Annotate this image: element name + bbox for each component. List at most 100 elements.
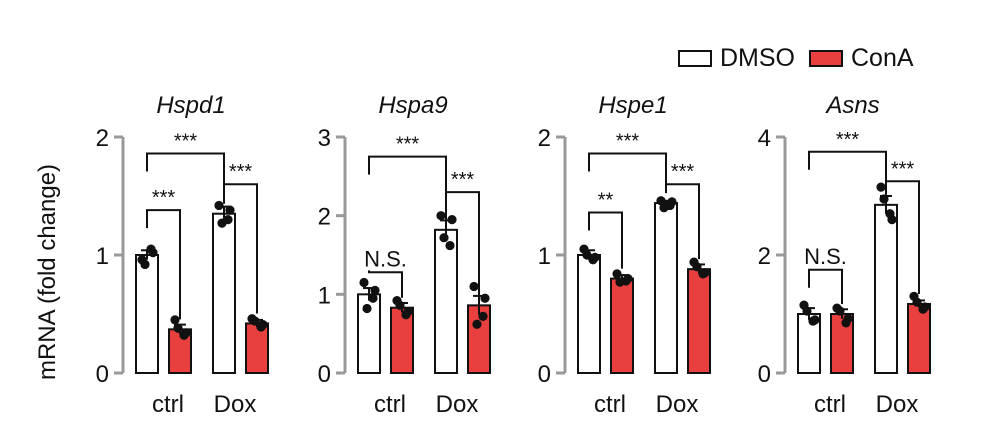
significance-label: ***: [152, 187, 176, 209]
data-point: [225, 205, 235, 215]
y-tick-label: 0: [318, 361, 331, 388]
data-point: [181, 328, 191, 338]
legend-swatch-cona: [809, 49, 843, 67]
data-point: [439, 233, 449, 243]
legend-label-dmso: DMSO: [720, 43, 795, 72]
significance-bracket: [368, 270, 403, 298]
y-tick-label: 2: [96, 125, 109, 152]
data-point: [478, 311, 488, 321]
data-point: [170, 315, 180, 325]
data-point: [659, 203, 669, 213]
significance-label: N.S.: [364, 246, 407, 271]
significance-bracket: [588, 211, 623, 269]
x-tick-label-dox: Dox: [656, 391, 699, 418]
data-point: [214, 200, 224, 211]
data-point: [667, 197, 677, 207]
legend: DMSO ConA: [678, 44, 928, 72]
significance-bracket: [808, 150, 887, 195]
data-point: [436, 211, 446, 221]
data-point: [368, 293, 378, 303]
data-point: [843, 314, 853, 324]
significance-bracket: [146, 152, 225, 204]
x-tick-label-dox: Dox: [876, 391, 919, 418]
x-tick-label-ctrl: ctrl: [594, 391, 626, 418]
x-tick-label-dox: Dox: [214, 391, 257, 418]
significance-label: ***: [891, 158, 915, 180]
x-tick-label-dox: Dox: [436, 391, 479, 418]
legend-item-cona: ConA: [809, 44, 914, 73]
y-tick-label: 1: [318, 282, 331, 309]
data-point: [480, 293, 490, 303]
data-point: [887, 215, 897, 225]
data-point: [656, 196, 666, 206]
bar-cona-dox: [245, 322, 269, 375]
panel-title: Hspa9: [378, 92, 447, 119]
x-tick-label-ctrl: ctrl: [814, 391, 846, 418]
significance-label: ***: [616, 131, 640, 153]
y-tick-label: 2: [758, 243, 771, 270]
data-point: [612, 269, 622, 279]
legend-swatch-dmso: [678, 49, 712, 67]
data-point: [217, 218, 227, 228]
data-point: [359, 277, 369, 288]
bar-cona-dox: [907, 302, 931, 374]
significance-label: N.S.: [804, 244, 847, 269]
data-point: [445, 240, 455, 251]
panel-hspd1: Hspd1 0 1 2 ctrl Dox *** *** ***: [96, 92, 269, 418]
panel-title: Hspd1: [156, 92, 225, 119]
y-tick-label: 2: [318, 204, 331, 231]
panel-title: Asns: [824, 92, 879, 119]
data-point: [615, 277, 625, 287]
data-point: [920, 302, 930, 312]
legend-label-cona: ConA: [851, 43, 914, 72]
y-tick-label: 4: [758, 125, 771, 152]
data-point: [700, 268, 710, 278]
data-point: [623, 274, 633, 284]
data-point: [810, 315, 820, 325]
significance-label: ***: [451, 169, 475, 191]
bar-dmso-dox: [434, 228, 458, 374]
significance-label: ***: [229, 161, 253, 183]
x-tick-label-ctrl: ctrl: [152, 391, 184, 418]
data-point: [835, 306, 845, 316]
data-point: [140, 259, 150, 270]
panel-hspa9: Hspa9 0 1 2 3 ctrl Dox N.S. *** ***: [318, 92, 491, 418]
x-tick-label-ctrl: ctrl: [374, 391, 406, 418]
data-point: [912, 297, 922, 307]
panel-title: Hspe1: [598, 92, 667, 119]
data-point: [876, 182, 886, 192]
significance-bracket: [808, 268, 843, 304]
data-point: [370, 285, 380, 295]
y-tick-label: 3: [318, 125, 331, 152]
y-tick-label: 0: [538, 361, 551, 388]
y-tick-label: 1: [96, 243, 109, 270]
significance-label: ***: [671, 161, 695, 183]
significance-bracket: [588, 152, 667, 194]
bar-cona-ctrl: [610, 277, 634, 375]
bar-dmso-dox: [654, 202, 678, 374]
data-point: [395, 300, 405, 310]
data-point: [447, 215, 457, 225]
significance-bracket: [146, 209, 181, 320]
bar-cona-dox: [687, 268, 711, 374]
bar-dmso-dox: [874, 203, 898, 374]
data-point: [258, 320, 268, 330]
data-point: [802, 306, 812, 316]
significance-bracket: [368, 155, 447, 220]
data-point: [250, 316, 260, 326]
y-tick-label: 0: [758, 361, 771, 388]
data-point: [472, 319, 482, 329]
y-tick-label: 0: [96, 361, 109, 388]
significance-label: ***: [836, 129, 860, 151]
bar-dmso-ctrl: [577, 254, 601, 374]
significance-label: **: [598, 190, 614, 212]
y-tick-label: 2: [538, 125, 551, 152]
significance-label: ***: [174, 131, 198, 153]
bar-dmso-ctrl: [135, 254, 159, 374]
panel-asns: Asns 0 2 4 ctrl Dox N.S. *** ***: [758, 92, 931, 418]
data-point: [403, 307, 413, 317]
data-point: [362, 303, 372, 314]
bar-dmso-dox: [212, 212, 236, 374]
data-point: [879, 194, 889, 204]
